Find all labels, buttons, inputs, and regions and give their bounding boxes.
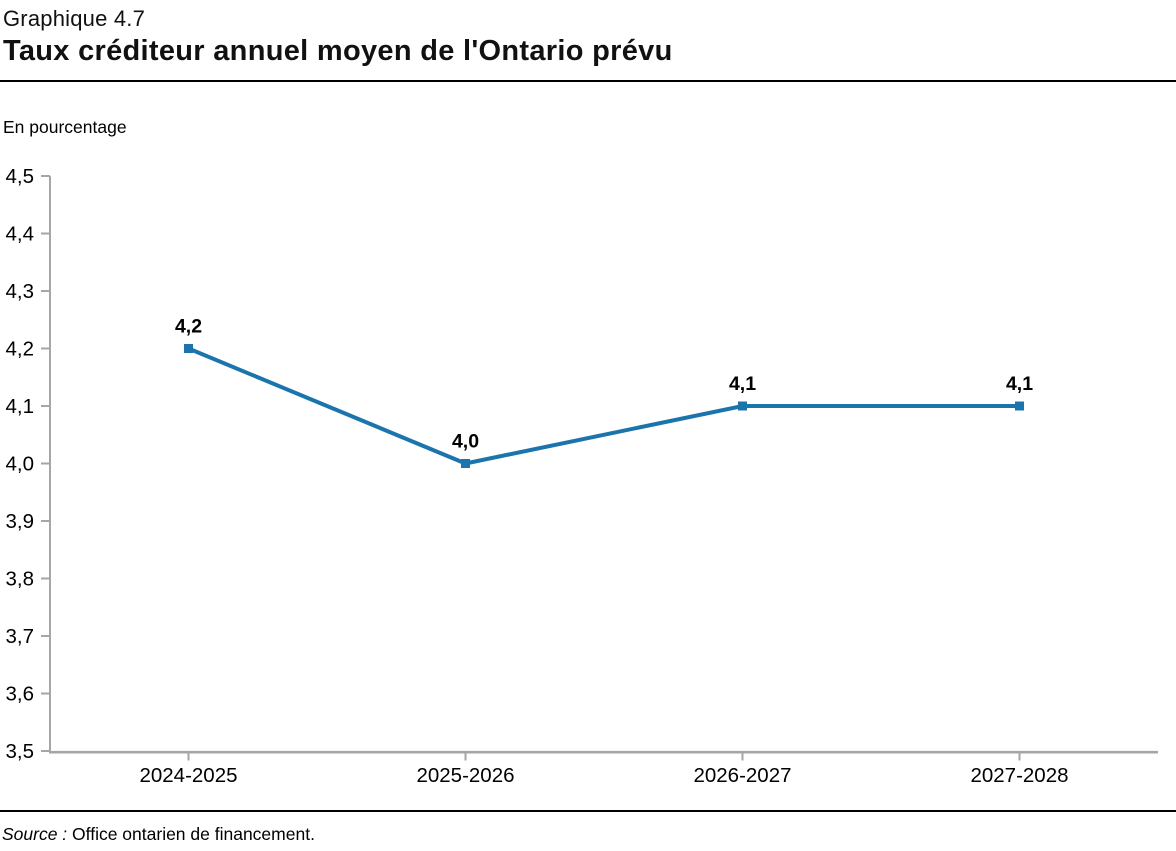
y-tick-label: 3,5 — [6, 740, 35, 763]
data-point-marker — [461, 459, 470, 468]
source-label: Source : — [2, 824, 68, 844]
series-line — [187, 346, 1020, 466]
data-point-label: 4,1 — [1006, 373, 1033, 395]
figure-number: Graphique 4.7 — [3, 6, 146, 31]
x-tick-label: 2027-2028 — [970, 764, 1068, 787]
data-point-label: 4,0 — [452, 431, 479, 453]
data-point-marker — [738, 401, 747, 411]
source-text: Office ontarien de financement. — [67, 824, 315, 844]
data-point-marker — [1015, 401, 1024, 411]
y-tick-label: 3,8 — [6, 568, 35, 591]
y-tick-label: 3,6 — [6, 683, 35, 706]
y-tick-label: 4,4 — [6, 223, 35, 246]
y-tick-label: 4,0 — [6, 453, 35, 476]
data-point-marker — [184, 344, 193, 353]
y-tick-label: 3,7 — [6, 625, 35, 648]
data-point-label: 4,1 — [729, 373, 756, 395]
y-tick-label: 4,1 — [6, 395, 35, 418]
y-axis-unit-note: En pourcentage — [3, 117, 127, 137]
figure-header: Graphique 4.7 Taux créditeur annuel moye… — [0, 0, 1176, 83]
data-point-label: 4,2 — [175, 316, 202, 338]
source-note: Source : Office ontarien de financement. — [0, 810, 1176, 845]
x-tick-label: 2024-2025 — [139, 764, 237, 787]
chart-title: Taux créditeur annuel moyen de l'Ontario… — [3, 34, 673, 67]
y-tick-label: 4,2 — [6, 338, 35, 361]
x-tick-label: 2026-2027 — [693, 764, 791, 787]
y-tick-label: 4,3 — [6, 280, 35, 303]
y-tick-label: 4,5 — [6, 165, 35, 188]
y-tick-label: 3,9 — [6, 510, 35, 533]
x-tick-label: 2025-2026 — [416, 764, 514, 787]
